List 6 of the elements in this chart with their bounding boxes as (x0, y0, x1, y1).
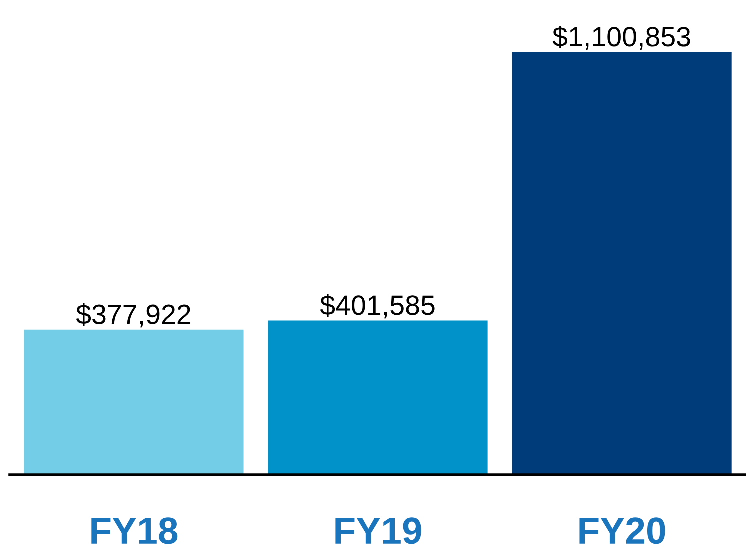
data-label: $377,922 (76, 304, 191, 328)
data-label: $401,585 (320, 294, 435, 319)
x-tick-label: FY20 (580, 518, 666, 544)
x-tick-label: FY19 (336, 518, 422, 544)
data-label: $1,100,853 (552, 26, 690, 50)
x-tick-label: FY18 (92, 518, 178, 544)
